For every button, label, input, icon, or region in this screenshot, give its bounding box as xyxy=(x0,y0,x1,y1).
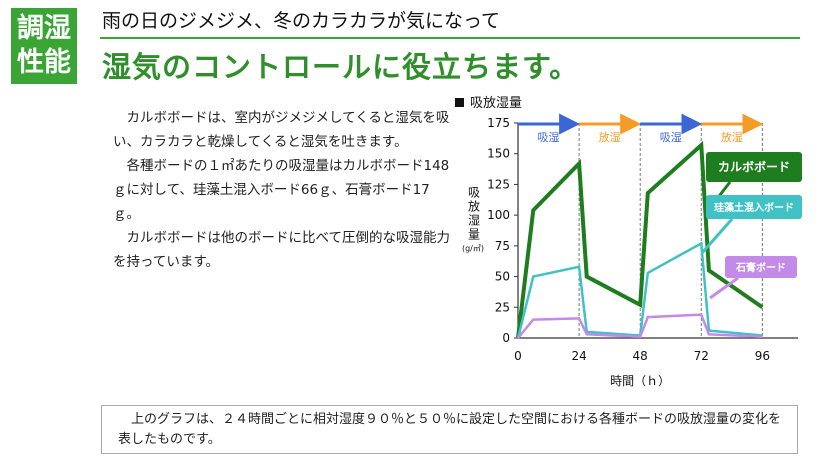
y-tick-label: 50 xyxy=(495,270,510,284)
body-paragraph-1: カルボボードは、室内がジメジメしてくると湿気を吸い、カラカラと乾燥してくると湿気… xyxy=(113,110,450,150)
badge-line-1: 調湿 xyxy=(17,13,71,44)
phase-label: 吸湿 xyxy=(538,131,560,144)
subtitle: 雨の日のジメジメ、冬のカラカラが気になって xyxy=(102,10,501,32)
legend-label: カルボボード xyxy=(718,159,790,174)
phase-label: 放湿 xyxy=(599,130,621,144)
y-tick-label: 175 xyxy=(487,116,510,130)
callout-pointer xyxy=(700,218,734,254)
square-bullet-icon xyxy=(455,98,464,107)
x-tick-label: 24 xyxy=(571,349,586,363)
legend-callout xyxy=(725,256,797,278)
y-axis-label: 吸放湿量 (g/㎡) xyxy=(456,186,490,254)
legend-callout xyxy=(706,195,802,219)
chart-caption: 上のグラフは、２４時間ごとに相対湿度９０％と５０％に設定した空間における各種ボー… xyxy=(101,405,798,454)
series-line xyxy=(517,313,763,339)
chart: 0 25 50 75 100 125 150 175 0 24 48 72 96 時間（ｈ） 吸湿 放湿 吸湿 放… xyxy=(487,113,802,388)
body-paragraph-2: 各種ボードの１㎡あたりの吸湿量はカルボボード148ｇに対して、珪藻土混入ボード6… xyxy=(113,158,450,222)
legend-label: 石膏ボード xyxy=(735,261,786,274)
y-tick-label: 75 xyxy=(495,239,510,253)
series-line xyxy=(516,140,764,339)
y-tick-label: 0 xyxy=(502,331,510,345)
x-axis-label: 時間（ｈ） xyxy=(610,374,670,388)
x-tick-label: 48 xyxy=(633,349,648,363)
page-headline: 湿気のコントロールに役立ちます。 xyxy=(102,50,580,84)
chart-caption-text: 上のグラフは、２４時間ごとに相対湿度９０％と５０％に設定した空間における各種ボー… xyxy=(118,412,782,447)
x-tick-label: 72 xyxy=(694,349,709,363)
phase-label: 放湿 xyxy=(721,130,743,144)
x-tick-label: 96 xyxy=(755,349,770,363)
y-tick-label: 25 xyxy=(495,300,510,314)
body-text: カルボボードは、室内がジメジメしてくると湿気を吸い、カラカラと乾燥してくると湿気… xyxy=(113,106,453,274)
y-tick-label: 125 xyxy=(487,177,510,191)
chart-title: 吸放湿量 xyxy=(455,92,522,111)
legend-label: 珪藻土混入ボード xyxy=(714,201,794,214)
legend-callout xyxy=(706,152,802,182)
callout-pointer xyxy=(709,276,739,300)
chart-title-text: 吸放湿量 xyxy=(470,96,523,111)
section-badge: 調湿 性能 xyxy=(11,8,77,84)
badge-line-2: 性能 xyxy=(17,47,71,78)
body-paragraph-3: カルボボードは他のボードに比べて圧倒的な吸湿能力を持っています。 xyxy=(113,230,450,270)
y-axis-label-text: 吸放湿量 xyxy=(466,186,481,242)
phase-label: 吸湿 xyxy=(660,131,682,144)
header-divider xyxy=(100,37,800,39)
y-axis-unit: (g/㎡) xyxy=(461,244,484,253)
x-tick-label: 0 xyxy=(514,349,522,363)
y-tick-label: 100 xyxy=(487,208,510,222)
y-tick-label: 150 xyxy=(487,147,510,161)
